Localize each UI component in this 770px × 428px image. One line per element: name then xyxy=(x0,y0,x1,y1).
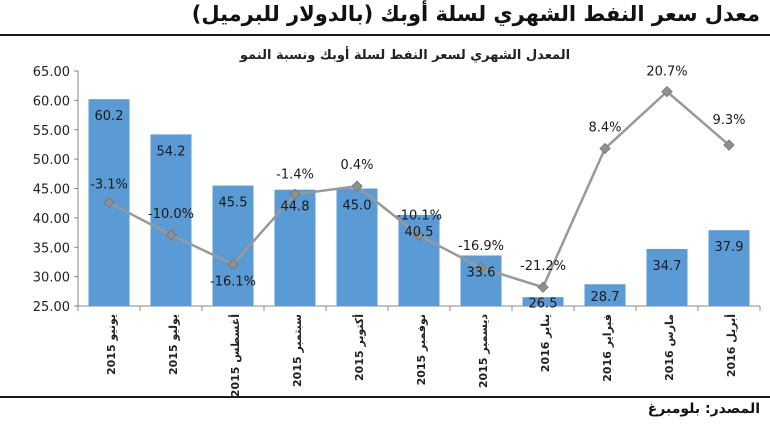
top-divider xyxy=(0,34,770,36)
chart-title: المعدل الشهري لسعر النفط لسلة أوبك ونسبة… xyxy=(239,46,570,63)
y-tick-label: 65.00 xyxy=(33,65,70,80)
bar-value-label: 34.7 xyxy=(653,259,682,274)
x-tick-label: سبتمبر 2015 xyxy=(291,314,304,387)
growth-marker xyxy=(661,85,673,98)
x-tick-label: ديسمبر 2015 xyxy=(477,314,490,388)
growth-label: 20.7% xyxy=(646,65,687,80)
y-tick-label: 45.00 xyxy=(33,183,70,198)
x-tick-label: أبريل 2016 xyxy=(724,314,738,377)
growth-label: -10.0% xyxy=(148,207,194,222)
x-tick-label: فبراير 2016 xyxy=(601,314,614,382)
bar xyxy=(646,249,688,306)
growth-marker xyxy=(537,281,549,293)
growth-label: -21.2% xyxy=(520,259,566,274)
y-tick-label: 40.00 xyxy=(33,212,70,227)
bar xyxy=(522,297,564,306)
x-tick-label: أغسطس 2015 xyxy=(228,314,242,397)
growth-marker xyxy=(165,229,177,241)
y-tick-label: 30.00 xyxy=(33,271,70,286)
x-tick-label: نوفمبر 2015 xyxy=(415,314,428,385)
x-tick-label: أكتوبر 2015 xyxy=(352,314,366,381)
growth-label: -1.4% xyxy=(276,167,314,182)
bar-value-label: 40.5 xyxy=(405,225,434,240)
y-tick-label: 25.00 xyxy=(33,300,70,315)
bottom-divider xyxy=(0,396,770,398)
x-tick-label: مارس 2016 xyxy=(663,314,676,381)
growth-marker xyxy=(599,142,611,155)
growth-marker xyxy=(413,229,425,242)
bar-value-label: 33.6 xyxy=(467,265,496,280)
growth-label: -3.1% xyxy=(90,178,128,193)
bar xyxy=(336,188,378,306)
bar-value-label: 45.5 xyxy=(219,196,248,211)
growth-marker xyxy=(723,139,735,151)
page-title: معدل سعر النفط الشهري لسلة أوبك (بالدولا… xyxy=(191,2,760,26)
growth-marker xyxy=(351,180,363,192)
y-tick-label: 50.00 xyxy=(33,153,70,168)
growth-marker xyxy=(475,262,487,274)
x-tick-label: يونيو 2015 xyxy=(105,314,118,375)
growth-marker xyxy=(227,258,239,270)
bar xyxy=(150,134,192,306)
growth-label: 8.4% xyxy=(588,121,621,136)
bar-value-label: 45.0 xyxy=(343,199,372,214)
bar-value-label: 60.2 xyxy=(95,109,124,124)
growth-label: 9.3% xyxy=(712,113,745,128)
bar xyxy=(584,284,626,306)
x-tick-label: يوليو 2015 xyxy=(167,314,180,375)
bar-value-label: 54.2 xyxy=(157,144,186,159)
bar xyxy=(212,185,254,306)
bar-value-label: 44.8 xyxy=(281,200,310,215)
growth-marker xyxy=(289,188,301,201)
bar-value-label: 37.9 xyxy=(715,240,744,255)
growth-label: -16.1% xyxy=(210,274,256,289)
growth-label: -10.1% xyxy=(396,209,442,224)
growth-label: 0.4% xyxy=(340,158,373,173)
y-tick-label: 60.00 xyxy=(33,94,70,109)
y-tick-label: 35.00 xyxy=(33,241,70,256)
growth-label: -16.9% xyxy=(458,239,504,254)
y-tick-label: 55.00 xyxy=(33,124,70,139)
bar-value-label: 26.5 xyxy=(529,297,558,312)
bar xyxy=(708,230,750,306)
x-tick-label: يناير 2016 xyxy=(539,314,552,372)
growth-marker xyxy=(103,196,115,209)
source-note: المصدر: بلومبرغ xyxy=(647,401,760,417)
bar-value-label: 28.7 xyxy=(591,290,620,305)
